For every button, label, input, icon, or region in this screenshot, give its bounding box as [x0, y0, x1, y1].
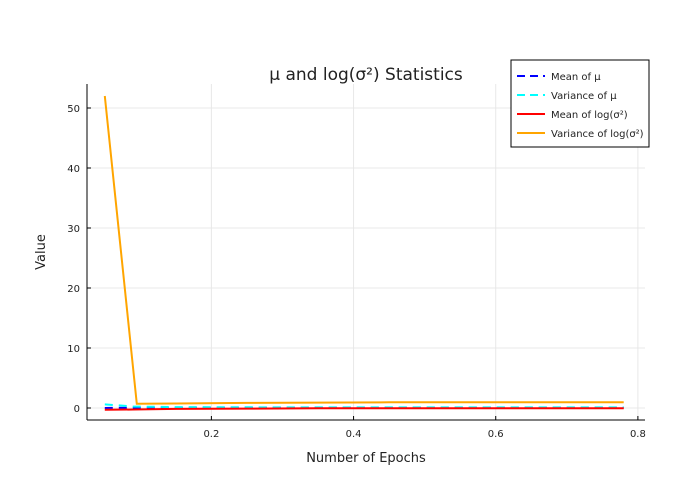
- legend-entry: Mean of μ: [551, 72, 601, 83]
- y-tick-label: 30: [67, 224, 80, 235]
- y-tick-label: 50: [67, 104, 80, 115]
- legend: Mean of μ Variance of μ Mean of log(σ²) Var…: [510, 59, 650, 148]
- series-line-1: [104, 403, 624, 409]
- y-tick-label: 20: [67, 284, 80, 295]
- y-tick-label: 40: [67, 164, 80, 175]
- tick-labels: 0.2 0.4 0.6 0.8 0 10 20 30 40 50: [67, 104, 646, 440]
- y-axis-label: Value: [34, 234, 49, 270]
- series-line-3: [103, 95, 624, 405]
- axes: [86, 84, 645, 421]
- x-tick-label: 0.6: [488, 429, 504, 440]
- legend-entry: Variance of μ: [551, 91, 617, 102]
- x-tick-label: 0.4: [346, 429, 362, 440]
- chart-title: μ and log(σ²) Statistics: [269, 65, 463, 85]
- y-tick-label: 10: [67, 344, 80, 355]
- legend-entry: Mean of log(σ²): [551, 110, 628, 121]
- x-tick-label: 0.2: [203, 429, 219, 440]
- x-tick-label: 0.8: [630, 429, 646, 440]
- series-line-2: [104, 407, 624, 411]
- y-tick-label: 0: [74, 404, 80, 415]
- x-axis-label: Number of Epochs: [306, 451, 426, 466]
- legend-entry: Variance of log(σ²): [551, 129, 644, 140]
- series-lines: [103, 95, 624, 411]
